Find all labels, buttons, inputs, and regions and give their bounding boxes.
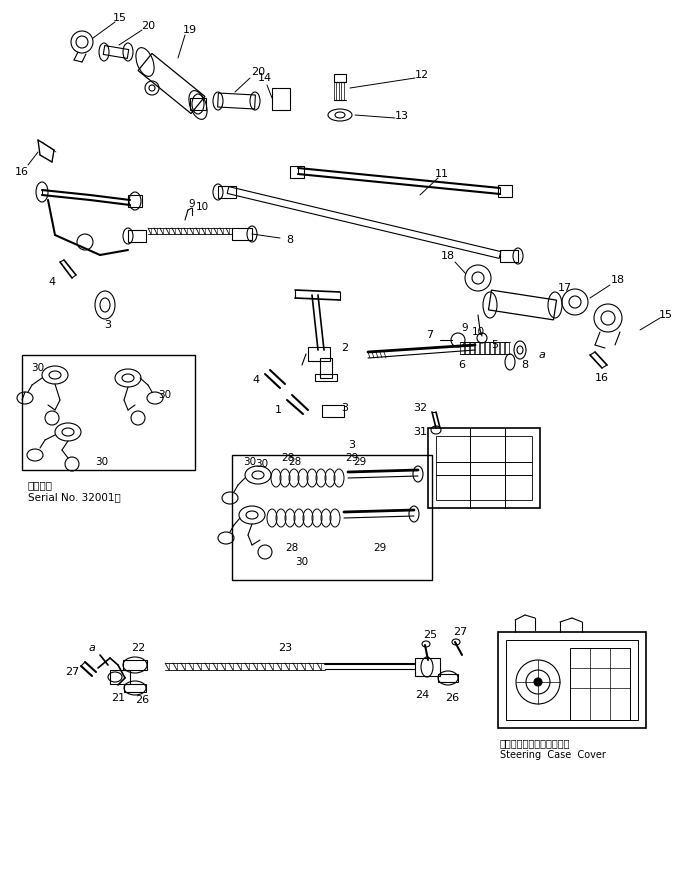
Bar xyxy=(436,436,532,500)
Text: 12: 12 xyxy=(415,70,429,80)
Text: a: a xyxy=(88,643,95,653)
Text: 30: 30 xyxy=(256,459,269,469)
Bar xyxy=(570,648,630,720)
Text: 24: 24 xyxy=(415,690,429,700)
Text: 適用号機: 適用号機 xyxy=(28,480,53,490)
Text: 31: 31 xyxy=(413,427,427,437)
Bar xyxy=(290,166,304,178)
Bar xyxy=(415,658,440,676)
Bar xyxy=(505,342,509,354)
Text: 26: 26 xyxy=(135,695,149,705)
Bar xyxy=(128,230,146,242)
Bar xyxy=(506,640,638,720)
Bar xyxy=(470,342,474,354)
Text: 3: 3 xyxy=(348,440,356,450)
Text: 30: 30 xyxy=(95,457,109,467)
Text: 7: 7 xyxy=(426,330,434,340)
Text: 17: 17 xyxy=(558,283,572,293)
Text: 10: 10 xyxy=(195,202,209,212)
Bar xyxy=(490,342,494,354)
Text: Steering  Case  Cover: Steering Case Cover xyxy=(500,750,606,760)
Bar xyxy=(334,74,346,82)
Text: 23: 23 xyxy=(278,643,292,653)
Text: 22: 22 xyxy=(131,643,145,653)
Text: 32: 32 xyxy=(413,403,427,413)
Text: 27: 27 xyxy=(65,667,79,677)
Bar xyxy=(480,342,484,354)
Text: 30: 30 xyxy=(31,363,45,373)
Text: 18: 18 xyxy=(441,251,455,261)
Text: Serial No. 32001－: Serial No. 32001－ xyxy=(28,492,121,502)
Text: 8: 8 xyxy=(522,360,528,370)
Text: 20: 20 xyxy=(251,67,265,77)
Circle shape xyxy=(534,678,542,686)
Bar xyxy=(495,342,499,354)
Bar xyxy=(123,660,147,670)
Text: 6: 6 xyxy=(458,360,466,370)
Text: 18: 18 xyxy=(611,275,625,285)
Bar xyxy=(465,342,469,354)
Text: 26: 26 xyxy=(445,693,459,703)
Bar xyxy=(190,98,206,110)
Bar xyxy=(428,428,540,508)
Text: 15: 15 xyxy=(113,13,127,23)
Text: 20: 20 xyxy=(141,21,155,31)
Bar xyxy=(320,358,332,378)
Text: 3: 3 xyxy=(341,403,348,413)
Bar xyxy=(232,455,432,580)
Text: 30: 30 xyxy=(158,390,171,400)
Text: a: a xyxy=(539,350,545,360)
Bar xyxy=(475,342,479,354)
Bar xyxy=(22,355,195,470)
Text: 11: 11 xyxy=(435,169,449,179)
Text: 1: 1 xyxy=(275,405,282,415)
Text: 10: 10 xyxy=(471,327,485,337)
Text: ステアリングケースカバー: ステアリングケースカバー xyxy=(500,738,571,748)
Text: 25: 25 xyxy=(423,630,437,640)
Text: 8: 8 xyxy=(286,235,294,245)
Text: 16: 16 xyxy=(595,373,609,383)
Bar xyxy=(500,342,504,354)
Text: 28: 28 xyxy=(282,453,294,463)
Text: 15: 15 xyxy=(659,310,673,320)
Text: 3: 3 xyxy=(105,320,112,330)
Text: 13: 13 xyxy=(395,111,409,121)
Text: 29: 29 xyxy=(354,457,367,467)
Text: 4: 4 xyxy=(48,277,56,287)
Bar xyxy=(128,195,142,207)
Bar xyxy=(308,347,330,361)
Text: 2: 2 xyxy=(341,343,349,353)
Bar xyxy=(124,684,146,692)
Bar xyxy=(485,342,489,354)
Bar xyxy=(272,88,290,110)
Text: 16: 16 xyxy=(15,167,29,177)
Text: 19: 19 xyxy=(183,25,197,35)
Text: 28: 28 xyxy=(288,457,302,467)
Text: 30: 30 xyxy=(295,557,309,567)
Text: 30: 30 xyxy=(243,457,256,467)
Text: 29: 29 xyxy=(373,543,387,553)
Bar xyxy=(218,186,236,198)
Bar xyxy=(460,342,464,354)
Bar xyxy=(110,670,130,684)
Bar xyxy=(500,250,518,262)
Bar xyxy=(438,674,458,682)
Text: 21: 21 xyxy=(111,693,125,703)
Bar xyxy=(322,405,344,417)
Text: 9: 9 xyxy=(462,323,469,333)
Text: 27: 27 xyxy=(453,627,467,637)
Text: 14: 14 xyxy=(258,73,272,83)
Text: 29: 29 xyxy=(345,453,358,463)
Text: 28: 28 xyxy=(286,543,299,553)
Text: 9: 9 xyxy=(188,199,195,209)
Bar xyxy=(315,374,337,381)
Bar xyxy=(232,228,252,240)
Text: 5: 5 xyxy=(492,340,498,350)
Bar xyxy=(498,185,512,197)
Text: 4: 4 xyxy=(252,375,260,385)
Bar xyxy=(498,632,646,728)
